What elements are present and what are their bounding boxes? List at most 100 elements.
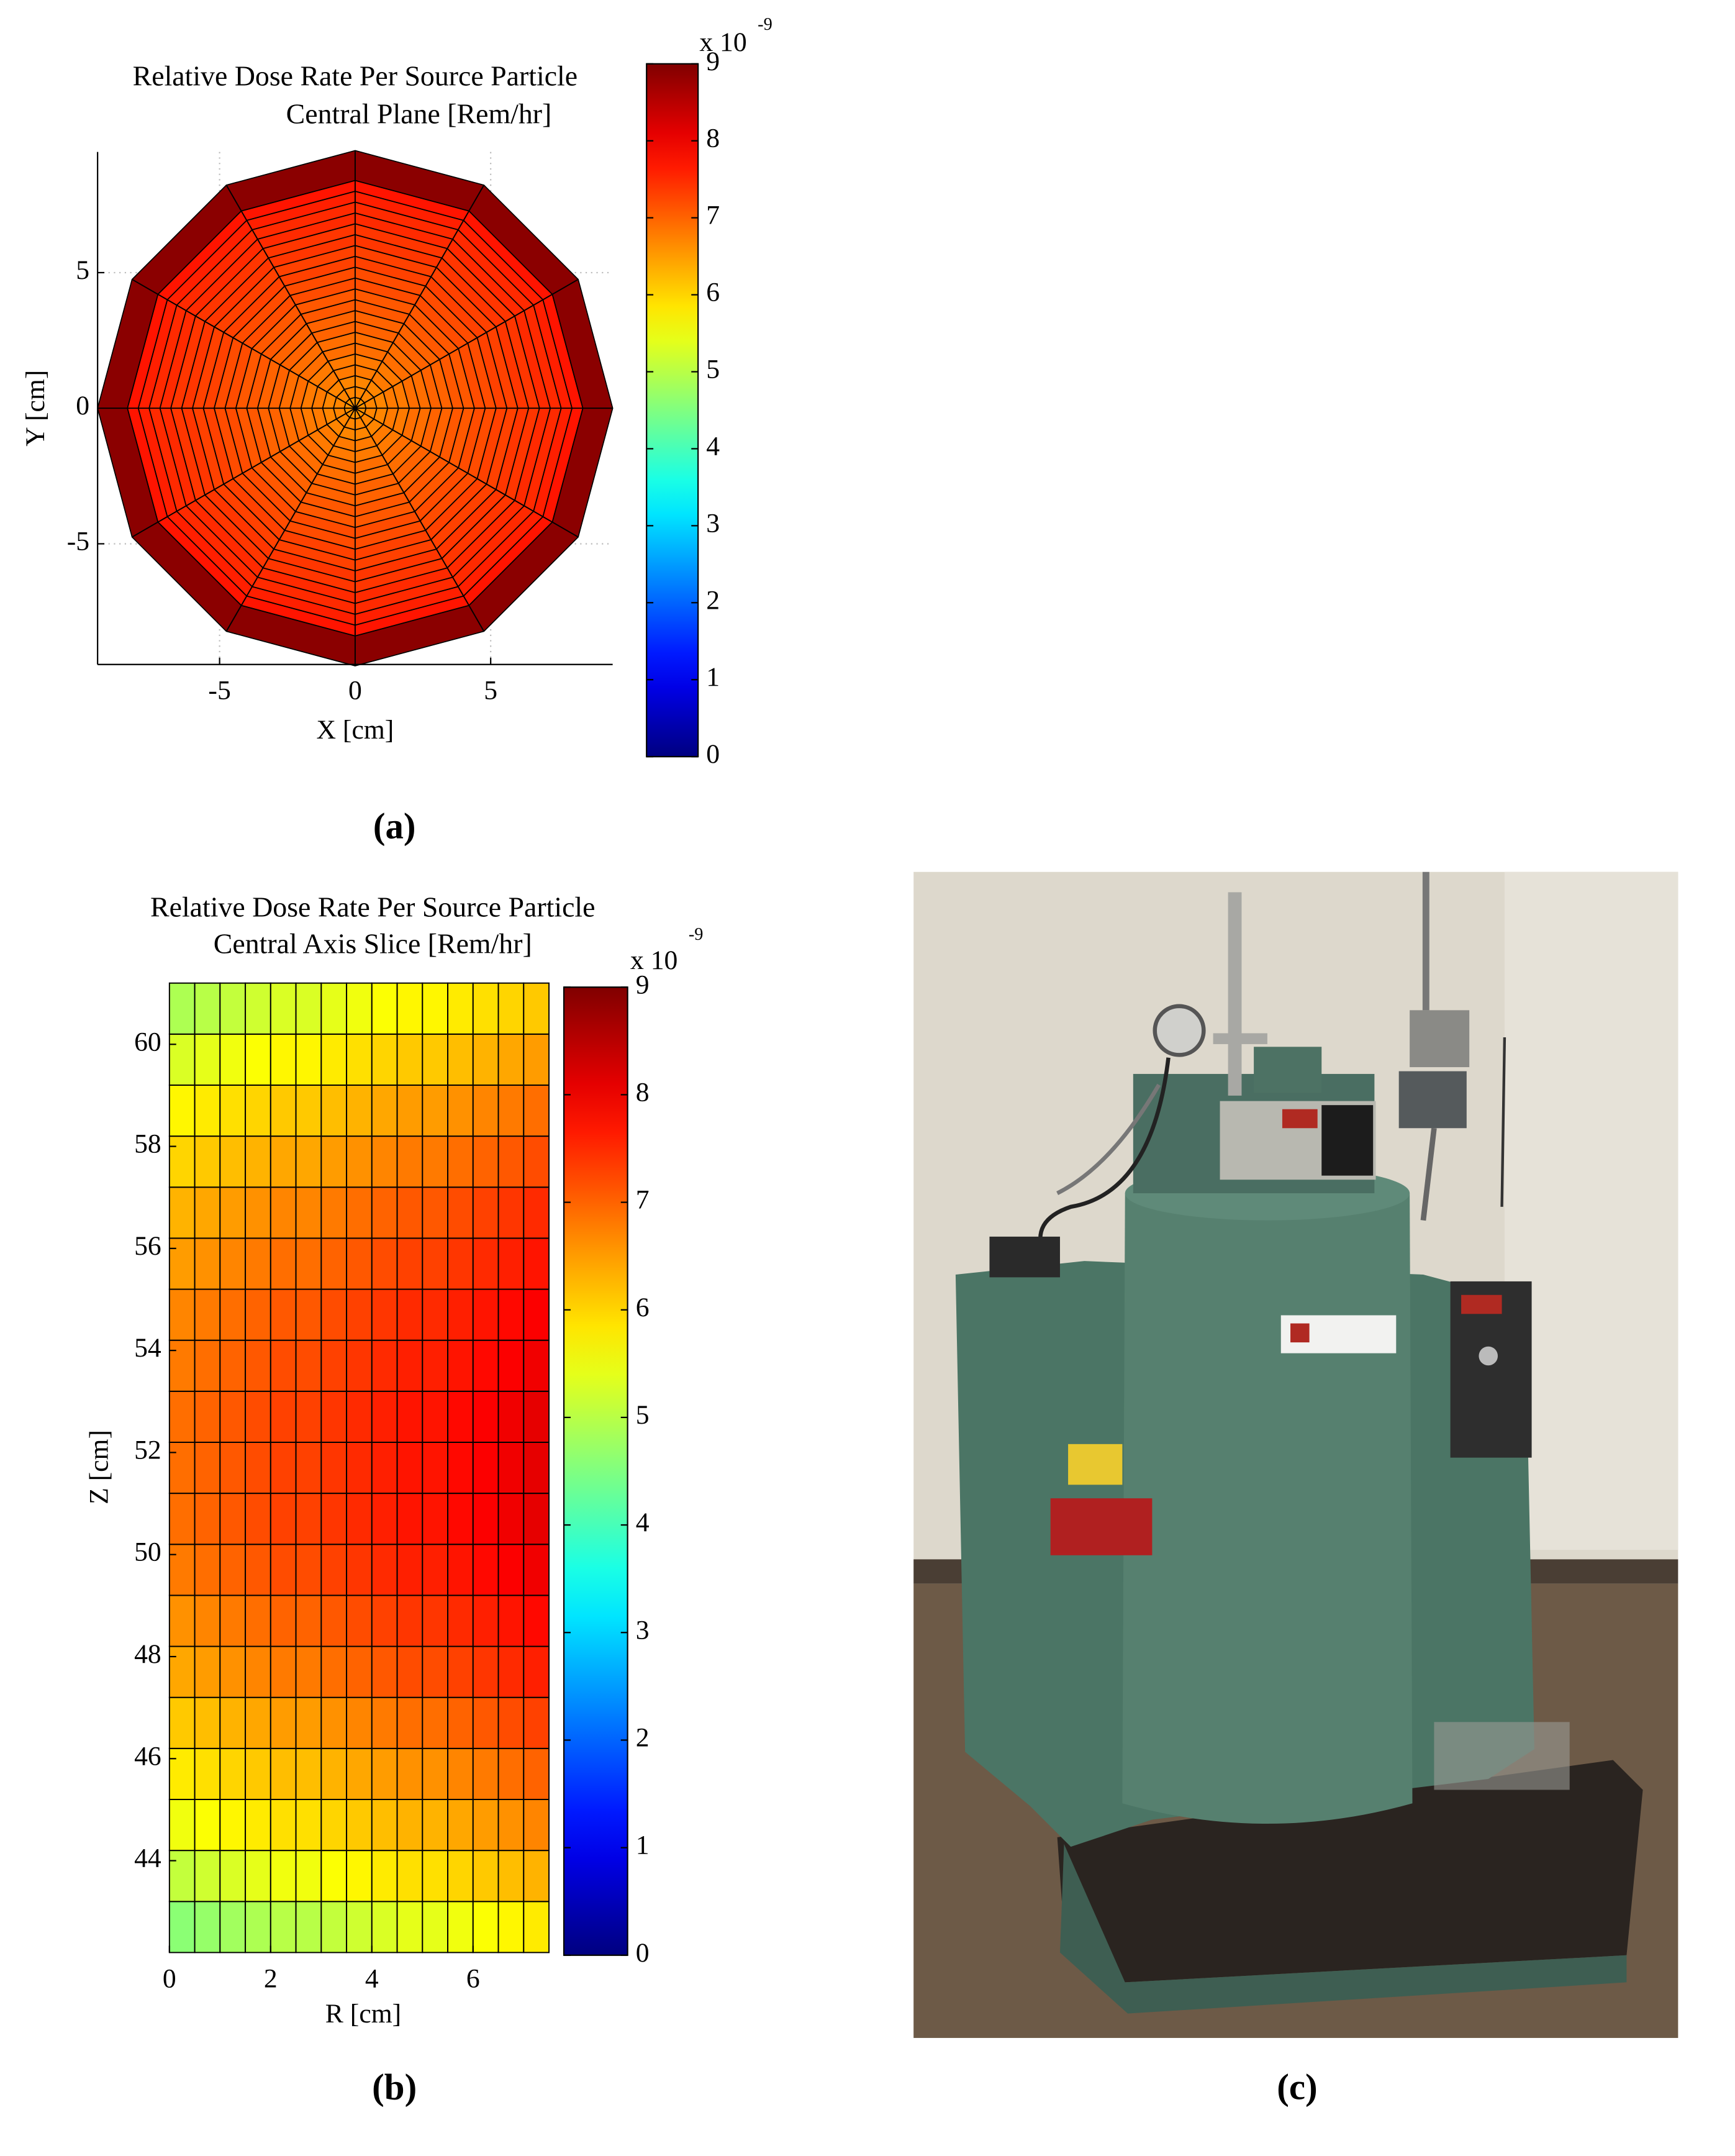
heat-cell [497, 1339, 525, 1392]
heat-cell [270, 1390, 297, 1443]
heat-cell [346, 1186, 373, 1239]
heat-cell [523, 1085, 550, 1137]
heat-cell [270, 1033, 297, 1086]
heat-cell [371, 1390, 398, 1443]
heat-cell [472, 1696, 499, 1749]
heat-cell [523, 1442, 550, 1494]
heat-cell [245, 1186, 271, 1239]
heat-cell [168, 1645, 196, 1698]
y-tick-label: 46 [134, 1741, 161, 1771]
heat-cell [320, 1544, 348, 1596]
heat-cell [396, 1033, 424, 1086]
heat-cell [497, 1390, 525, 1443]
heat-cell [194, 1850, 221, 1903]
heat-cell [447, 1696, 474, 1749]
spoke [355, 278, 579, 409]
heat-cell [219, 1085, 247, 1137]
heat-cell [194, 1747, 221, 1800]
heat-cell [523, 1339, 550, 1392]
heat-cell [320, 1085, 348, 1137]
y-tick-label: 52 [134, 1435, 161, 1465]
colorbar-tick-label: 2 [636, 1722, 650, 1752]
heat-cell [194, 1288, 221, 1341]
heat-cell [447, 1850, 474, 1903]
heat-cell [371, 1645, 398, 1698]
heat-cell [270, 1085, 297, 1137]
spoke [355, 184, 485, 409]
heat-cell [320, 1237, 348, 1290]
heat-cell [422, 1493, 449, 1545]
heat-cell [523, 1645, 550, 1698]
heat-cell [270, 1442, 297, 1494]
heat-cell [194, 1799, 221, 1852]
heat-cell [497, 1901, 525, 1954]
heat-cell [194, 1033, 221, 1086]
heat-cell [371, 1339, 398, 1392]
heat-cell [219, 1186, 247, 1239]
heat-cell [523, 1288, 550, 1341]
heat-cell [219, 1237, 247, 1290]
heat-cell [346, 982, 373, 1035]
heat-cell [270, 1493, 297, 1545]
caption: (c) [1277, 2067, 1317, 2108]
heat-cell [447, 1799, 474, 1852]
heat-cell [168, 1747, 196, 1800]
heat-cell [320, 1799, 348, 1852]
heat-cell [219, 1390, 247, 1443]
heat-cell [168, 1850, 196, 1903]
heat-cell [194, 982, 221, 1035]
y-tick-label: 58 [134, 1129, 161, 1159]
heat-cell [497, 1288, 525, 1341]
y-tick-label: 56 [134, 1231, 161, 1261]
heat-cell [219, 1696, 247, 1749]
heat-cell [245, 1390, 271, 1443]
heat-cell [472, 1799, 499, 1852]
heat-cell [396, 1645, 424, 1698]
heat-cell [295, 1390, 322, 1443]
heat-cell [497, 1442, 525, 1494]
heat-cell [447, 1339, 474, 1392]
heat-cell [523, 1237, 550, 1290]
heat-cell [422, 1901, 449, 1954]
heat-cell [447, 982, 474, 1035]
heat-cell [447, 1901, 474, 1954]
heat-cell [346, 1696, 373, 1749]
heat-cell [523, 1594, 550, 1647]
x-tick-label: 0 [348, 676, 362, 706]
colorbar-tick-label: 4 [706, 431, 720, 461]
heat-cell [497, 1085, 525, 1137]
heat-cell [219, 1594, 247, 1647]
x-tick-label: 5 [484, 676, 497, 706]
heat-cell [371, 1288, 398, 1341]
heat-cell [346, 1288, 373, 1341]
chart-subtitle: Central Axis Slice [Rem/hr] [214, 927, 532, 959]
heat-cell [472, 1339, 499, 1392]
heat-cell [168, 1390, 196, 1443]
heat-cell [245, 1135, 271, 1188]
heat-cell [270, 1747, 297, 1800]
heat-cell [472, 1901, 499, 1954]
heat-cell [194, 1594, 221, 1647]
heat-cell [497, 1799, 525, 1852]
heat-cell [447, 1747, 474, 1800]
heat-cell [219, 1901, 247, 1954]
heat-cell [219, 1288, 247, 1341]
heat-cell [472, 1390, 499, 1443]
heat-cell [396, 1696, 424, 1749]
y-tick-label: -5 [67, 526, 89, 556]
heat-cell [422, 1594, 449, 1647]
colorbar-tick-label: 7 [636, 1185, 650, 1215]
heat-cell [194, 1186, 221, 1239]
heat-cell [245, 1696, 271, 1749]
colorbar-tick-label: 5 [706, 355, 720, 384]
heat-cell [194, 1493, 221, 1545]
heat-cell [168, 1493, 196, 1545]
x-tick-label: -5 [208, 676, 230, 706]
heat-cell [472, 1237, 499, 1290]
heat-cell [295, 1645, 322, 1698]
heat-cell [371, 1850, 398, 1903]
spoke [355, 407, 485, 632]
heat-cell [245, 1493, 271, 1545]
heat-cell [270, 1594, 297, 1647]
